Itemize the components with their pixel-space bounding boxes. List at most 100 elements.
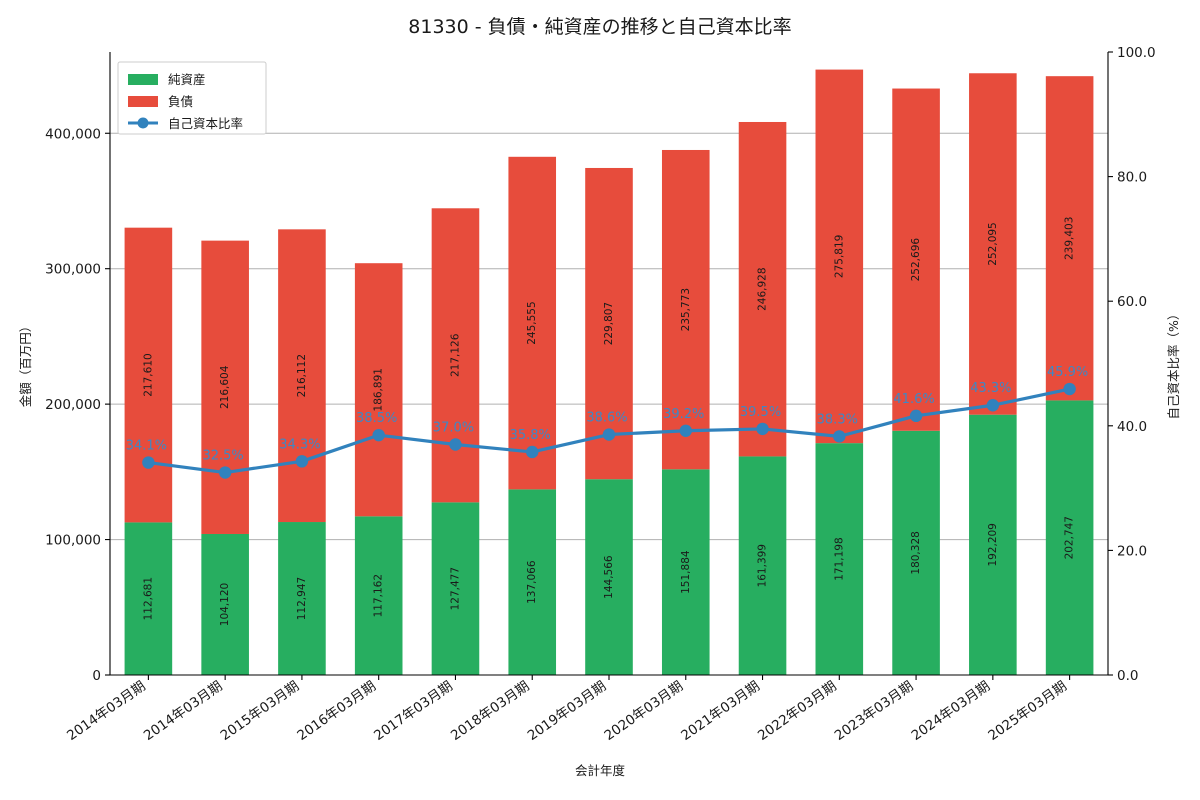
equity-ratio-point — [679, 424, 692, 437]
bar-value-label-net-assets: 192,209 — [987, 523, 999, 566]
bar-segment-liabilities — [354, 263, 403, 517]
bar-value-label-net-assets: 137,066 — [526, 560, 538, 604]
secondary-y-axis-tick-label: 100.0 — [1117, 45, 1156, 61]
legend-label: 自己資本比率 — [168, 116, 243, 131]
equity-ratio-point — [449, 438, 462, 451]
bar-value-label-net-assets: 202,747 — [1064, 516, 1076, 559]
equity-ratio-value-label: 32.5% — [202, 449, 243, 464]
y-axis-tick-label: 100,000 — [45, 533, 101, 549]
bar-segment-net-assets — [124, 522, 173, 675]
equity-ratio-value-label: 38.5% — [356, 411, 397, 426]
equity-ratio-point — [602, 428, 616, 441]
secondary-y-axis-tick-label: 60.0 — [1117, 294, 1147, 310]
line-series-group — [142, 382, 1076, 479]
bar-segment-net-assets — [738, 456, 787, 675]
bar-segment-liabilities — [124, 227, 173, 523]
equity-ratio-value-label: 34.1% — [126, 439, 167, 454]
bar-value-label-liabilities: 239,403 — [1064, 217, 1076, 260]
equity-ratio-point — [372, 428, 385, 442]
y-axis-tick-label: 200,000 — [45, 397, 101, 413]
secondary-y-axis-tick-label: 0.0 — [1117, 668, 1138, 684]
bar-value-label-liabilities: 217,126 — [449, 333, 461, 377]
equity-ratio-point — [909, 409, 923, 423]
bar-segment-net-assets — [354, 516, 403, 675]
bar-value-label-liabilities: 275,819 — [833, 235, 845, 278]
bar-value-label-net-assets: 127,477 — [449, 567, 461, 610]
bar-segment-liabilities — [201, 240, 249, 534]
legend-swatch — [128, 74, 158, 85]
bar-segment-net-assets — [969, 414, 1017, 675]
bar-segment-net-assets — [431, 502, 480, 675]
bar-value-label-liabilities: 216,112 — [296, 354, 308, 397]
equity-ratio-point — [756, 422, 769, 436]
bar-value-label-liabilities: 252,696 — [910, 238, 922, 282]
equity-ratio-point — [833, 430, 846, 443]
equity-ratio-value-label: 34.3% — [279, 437, 320, 452]
secondary-y-axis-title: 自己資本比率（%） — [1166, 308, 1181, 420]
equity-ratio-value-label: 43.3% — [970, 381, 1011, 396]
secondary-y-axis-tick-label: 20.0 — [1117, 543, 1147, 559]
bar-segment-net-assets — [508, 489, 557, 675]
bar-segment-liabilities — [1045, 76, 1094, 401]
bar-segment-net-assets — [201, 533, 249, 675]
bar-value-label-net-assets: 112,681 — [142, 577, 154, 620]
bar-segment-liabilities — [508, 156, 557, 490]
bar-segment-liabilities — [585, 167, 633, 480]
bar-segment-net-assets — [1045, 400, 1094, 675]
y-axis-tick-label: 400,000 — [45, 126, 101, 142]
bar-segment-net-assets — [585, 479, 633, 675]
bar-segment-net-assets — [661, 469, 710, 675]
bar-value-label-liabilities: 252,095 — [987, 222, 999, 265]
secondary-y-axis-tick-label: 40.0 — [1117, 419, 1147, 435]
bar-segment-net-assets — [892, 430, 940, 675]
bar-value-label-net-assets: 180,328 — [910, 531, 922, 574]
bar-value-label-net-assets: 112,947 — [296, 577, 308, 620]
equity-ratio-value-label: 39.5% — [740, 405, 781, 420]
bar-value-label-net-assets: 144,566 — [603, 555, 615, 599]
bar-segment-liabilities — [892, 88, 940, 431]
bar-segment-liabilities — [969, 73, 1017, 415]
legend-label: 負債 — [168, 94, 193, 109]
page-title: 81330 - 負債・純資産の推移と自己資本比率 — [408, 16, 791, 38]
bar-value-label-liabilities: 245,555 — [526, 301, 538, 344]
bar-value-label-net-assets: 151,884 — [680, 550, 692, 594]
equity-ratio-point — [986, 399, 1000, 412]
legend-marker — [137, 117, 149, 129]
legend-label: 純資産 — [168, 72, 206, 87]
equity-ratio-point — [218, 466, 232, 479]
bar-value-label-net-assets: 161,399 — [757, 544, 769, 587]
equity-ratio-value-label: 39.2% — [663, 407, 704, 422]
bar-series-group — [124, 69, 1094, 675]
equity-ratio-value-label: 38.6% — [586, 411, 627, 426]
bar-segment-liabilities — [738, 121, 787, 457]
bar-value-label-liabilities: 186,891 — [373, 368, 385, 411]
bar-segment-liabilities — [278, 229, 326, 523]
equity-ratio-value-label: 37.0% — [433, 420, 474, 435]
bar-value-label-liabilities: 235,773 — [680, 288, 692, 331]
bar-segment-net-assets — [815, 443, 864, 675]
data-labels-group: 112,681 217,610 104,120 216,604 112,947 216,1… — [126, 217, 1089, 627]
equity-ratio-point — [142, 456, 155, 469]
y-axis-title: 金額（百万円） — [18, 320, 33, 408]
bar-value-label-liabilities: 229,807 — [603, 302, 615, 345]
equity-ratio-value-label: 38.3% — [817, 412, 858, 427]
equity-ratio-value-label: 41.6% — [893, 392, 934, 407]
bar-value-label-net-assets: 171,198 — [833, 537, 845, 580]
y-axis-tick-label: 300,000 — [45, 262, 101, 278]
bar-value-label-net-assets: 117,162 — [373, 574, 385, 617]
bar-segment-liabilities — [661, 149, 710, 470]
equity-ratio-point — [526, 445, 539, 459]
bar-value-label-liabilities: 217,610 — [142, 353, 154, 396]
equity-ratio-value-label: 45.9% — [1047, 365, 1088, 380]
bar-value-label-liabilities: 246,928 — [757, 267, 769, 310]
bar-segment-liabilities — [815, 69, 864, 444]
bar-value-label-liabilities: 216,604 — [219, 365, 231, 409]
x-axis-title: 会計年度 — [575, 763, 626, 778]
legend-swatch — [128, 96, 158, 107]
bar-value-label-net-assets: 104,120 — [219, 583, 231, 626]
bar-segment-liabilities — [431, 208, 480, 503]
equity-ratio-point — [1063, 382, 1076, 396]
